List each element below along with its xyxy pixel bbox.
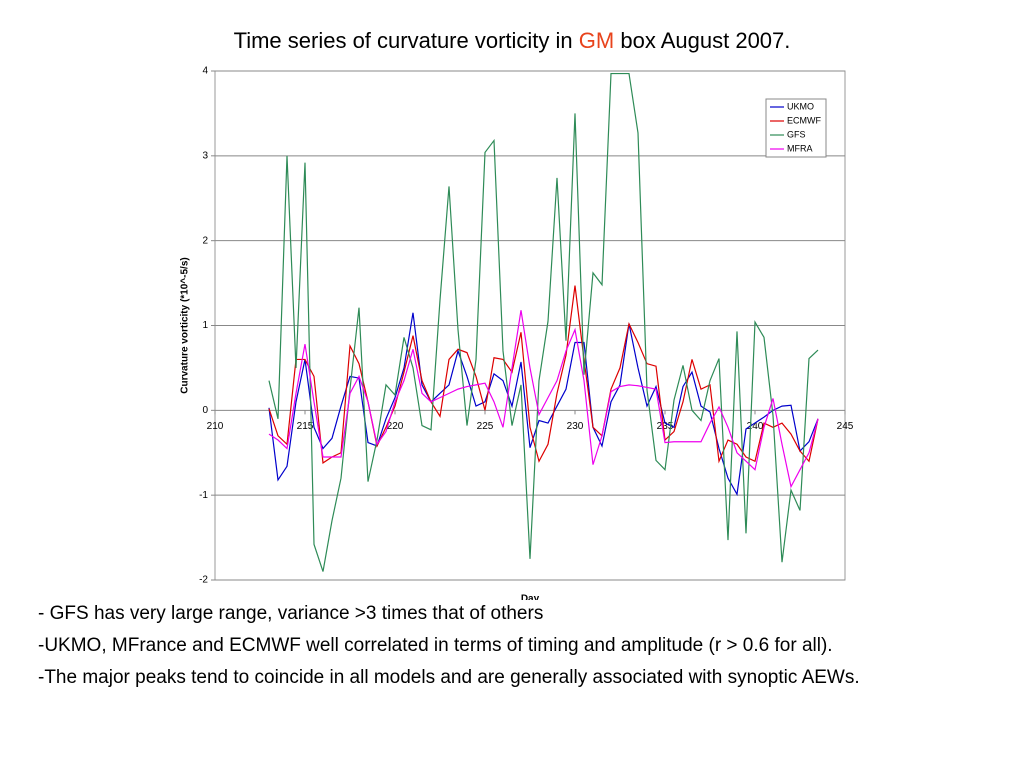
y-tick-label: -1 bbox=[199, 490, 208, 501]
y-tick-label: 4 bbox=[202, 66, 208, 77]
series-line bbox=[268, 312, 819, 497]
y-tick-label: 3 bbox=[202, 150, 208, 161]
title-text: box August 2007. bbox=[620, 28, 791, 53]
x-tick-label: 220 bbox=[387, 421, 404, 432]
bullets: - GFS has very large range, variance >3 … bbox=[38, 602, 968, 698]
x-tick-label: 230 bbox=[567, 421, 584, 432]
legend-label: UKMO bbox=[787, 101, 814, 111]
legend-box bbox=[765, 98, 827, 158]
legend-label: ECMWF bbox=[787, 115, 821, 125]
bullet: -The major peaks tend to coincide in all… bbox=[38, 667, 860, 688]
x-tick-label: 235 bbox=[657, 421, 674, 432]
x-tick-label: 240 bbox=[747, 421, 764, 432]
y-tick-label: -2 bbox=[199, 575, 208, 586]
title-text: Time series of curvature vorticity in bbox=[233, 28, 573, 53]
bullet: - GFS has very large range, variance >3 … bbox=[38, 603, 544, 624]
legend-label: GFS bbox=[787, 129, 806, 139]
chart: -2 -1 0 1 2 3 4 210 215 220 225 230 235 240 245 Day Curv… bbox=[180, 66, 854, 600]
title-highlight: GM bbox=[578, 28, 615, 53]
y-tick-label: 2 bbox=[202, 235, 208, 246]
y-tick-label: 1 bbox=[202, 320, 208, 331]
title: Time series of curvature vorticity in GM… bbox=[0, 28, 1024, 54]
legend-label: MFRA bbox=[787, 143, 813, 153]
x-axis-label: Day bbox=[521, 594, 540, 600]
series-line bbox=[268, 285, 819, 464]
bullet: -UKMO, MFrance and ECMWF well correlated… bbox=[38, 635, 833, 656]
x-tick-label: 210 bbox=[207, 421, 224, 432]
series-line bbox=[268, 310, 819, 489]
y-tick-label: 0 bbox=[202, 405, 208, 416]
x-tick-label: 245 bbox=[837, 421, 854, 432]
x-tick-label: 225 bbox=[477, 421, 494, 432]
x-tick-label: 215 bbox=[297, 421, 314, 432]
y-axis-label: Curvature vorticity (*10^-5/s) bbox=[180, 257, 191, 393]
series-line bbox=[268, 72, 819, 572]
